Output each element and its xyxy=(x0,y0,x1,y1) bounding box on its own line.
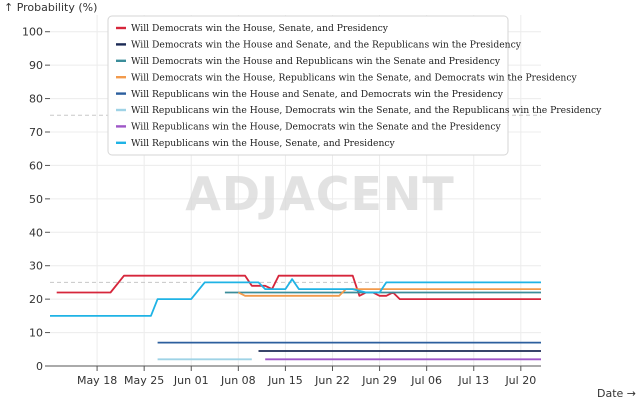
x-tick-label: Jul 06 xyxy=(410,374,442,387)
y-tick-label: 60 xyxy=(29,159,43,172)
y-tick-label: 40 xyxy=(29,226,43,239)
x-tick-label: Jun 29 xyxy=(361,374,397,387)
legend-entry: Will Democrats win the House and Republi… xyxy=(131,56,501,67)
x-tick-label: Jun 15 xyxy=(267,374,303,387)
y-tick-label: 30 xyxy=(29,260,43,273)
series-line-8 xyxy=(50,278,541,317)
x-tick-label: May 25 xyxy=(124,374,164,387)
legend-entry: Will Democrats win the House and Senate,… xyxy=(131,40,522,51)
x-tick-label: Jun 01 xyxy=(173,374,209,387)
x-tick-label: Jul 20 xyxy=(504,374,536,387)
x-axis: May 18 May 25 Jun 01 Jun 08 Jun 15 Jun 22 Jun … xyxy=(50,365,541,387)
x-tick-label: Jun 08 xyxy=(220,374,256,387)
legend-entry: Will Republicans win the House and Senat… xyxy=(131,89,504,100)
series-lines xyxy=(50,274,541,361)
watermark: ADJACENT xyxy=(185,167,455,221)
y-tick-label: 100 xyxy=(22,26,43,39)
y-tick-label: 50 xyxy=(29,193,43,206)
y-tick-label: 10 xyxy=(29,327,43,340)
legend-entry: Will Democrats win the House, Senate, an… xyxy=(131,23,389,34)
y-tick-label: 80 xyxy=(29,93,43,106)
x-tick-label: Jun 22 xyxy=(314,374,350,387)
y-axis-title: ↑ Probability (%) xyxy=(4,1,97,14)
y-tick-label: 70 xyxy=(29,126,43,139)
legend-entry: Will Republicans win the House, Democrat… xyxy=(131,105,602,116)
y-tick-label: 90 xyxy=(29,59,43,72)
legend-box xyxy=(107,15,509,156)
series-line-4 xyxy=(237,288,541,297)
legend-entry: Will Republicans win the House, Democrat… xyxy=(131,122,502,133)
legend-entry: Will Republicans win the House, Senate, … xyxy=(131,138,396,149)
x-tick-label: Jul 13 xyxy=(457,374,489,387)
legend-entry: Will Democrats win the House, Republican… xyxy=(131,72,577,83)
x-tick-label: May 18 xyxy=(77,374,117,387)
series-line-1 xyxy=(56,274,541,301)
y-tick-label: 0 xyxy=(36,360,43,373)
y-axis: 0 10 20 30 40 50 60 70 80 90 100 xyxy=(22,26,50,373)
y-tick-label: 20 xyxy=(29,293,43,306)
x-axis-title: Date → xyxy=(597,387,636,400)
legend: Will Democrats win the House, Senate, an… xyxy=(107,15,602,156)
